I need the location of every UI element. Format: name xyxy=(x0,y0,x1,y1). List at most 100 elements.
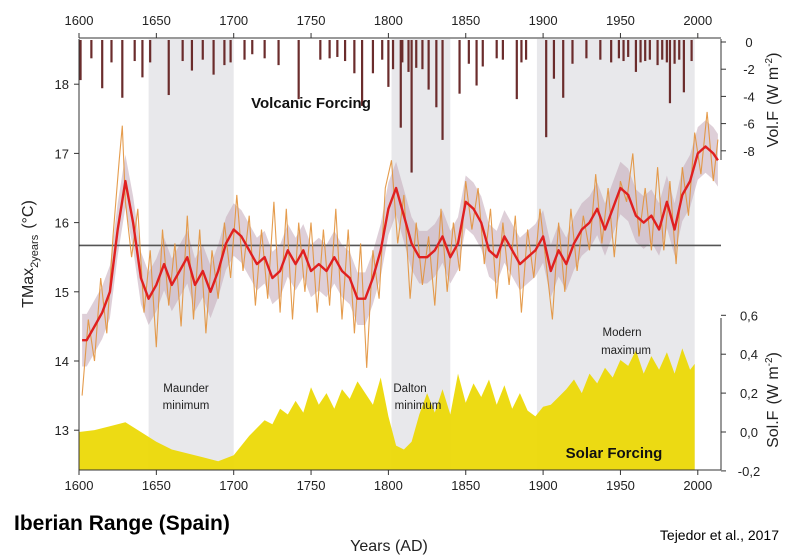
x-tick-label-top-1600: 1600 xyxy=(65,13,94,28)
volcanic-bar-39 xyxy=(458,40,461,94)
x-tick-label-top-1800: 1800 xyxy=(374,13,403,28)
uncertainty-band-area xyxy=(82,120,718,367)
volcanic-bar-62 xyxy=(656,40,659,66)
y-tick-label-14: 14 xyxy=(55,354,69,369)
volcanic-bar-3 xyxy=(110,40,113,63)
volcanic-bar-63 xyxy=(661,40,664,60)
volcanic-bar-46 xyxy=(520,40,523,63)
citation: Tejedor et al., 2017 xyxy=(659,527,779,543)
volcanic-bar-41 xyxy=(475,40,478,86)
volcanic-bar-68 xyxy=(682,40,685,93)
volcanic-bar-32 xyxy=(407,40,410,72)
volcanic-tick-label-2: -4 xyxy=(743,89,755,104)
volcanic-bar-51 xyxy=(571,40,574,64)
volcanic-bar-5 xyxy=(133,40,136,62)
y-tick-label-15: 15 xyxy=(55,285,69,300)
solar-tick-label-4: -0,2 xyxy=(738,464,760,479)
x-tick-label-top-1650: 1650 xyxy=(142,13,171,28)
y-tick-label-16: 16 xyxy=(55,216,69,231)
temperature-series xyxy=(79,111,721,396)
volcanic-bar-10 xyxy=(190,40,194,71)
volcanic-bar-21 xyxy=(328,40,331,59)
y-axis-title-subscript: 2years xyxy=(29,234,41,268)
y-axis-title-main: TMax xyxy=(20,268,37,308)
x-tick-label-bottom-1850: 1850 xyxy=(451,478,480,493)
x-tick-label-top-2000: 2000 xyxy=(683,13,712,28)
volcanic-bar-30 xyxy=(399,40,402,128)
volcanic-axis-unit: (W m xyxy=(765,67,782,105)
volcanic-bar-16 xyxy=(251,40,254,55)
volcanic-bar-24 xyxy=(353,40,356,74)
solar-axis-unit: (W m xyxy=(765,366,782,404)
solar-axis-unit-end: ) xyxy=(765,352,782,357)
volcanic-bar-26 xyxy=(371,40,375,74)
volcanic-tick-label-1: -2 xyxy=(743,62,755,77)
volcanic-bar-15 xyxy=(243,40,246,60)
y-axis-title: TMax2years (°C) xyxy=(20,200,41,308)
x-tick-label-top-1750: 1750 xyxy=(297,13,326,28)
volcanic-bar-33 xyxy=(410,40,413,173)
volcanic-bar-0 xyxy=(79,40,82,81)
volcanic-bar-11 xyxy=(201,40,204,60)
volcanic-bar-13 xyxy=(223,40,226,66)
volcanic-bar-6 xyxy=(141,40,144,78)
modern-label-line2: maximum xyxy=(601,345,651,357)
volcanic-bar-58 xyxy=(634,40,638,72)
volcanic-bar-31 xyxy=(401,40,404,63)
volcanic-bar-43 xyxy=(495,40,498,59)
volcanic-bar-35 xyxy=(421,40,424,70)
solar-forcing-annotation: Solar Forcing xyxy=(566,445,663,462)
solar-axis-unit-sup: -2 xyxy=(764,357,775,366)
volcanic-bar-27 xyxy=(381,40,384,60)
volcanic-bar-60 xyxy=(644,40,647,62)
volcanic-bar-67 xyxy=(678,40,681,60)
volcanic-axis-unit-end: ) xyxy=(765,53,782,58)
volcanic-axis-label: Vol.F xyxy=(765,111,782,148)
volcanic-bar-45 xyxy=(515,40,518,100)
volcanic-bar-59 xyxy=(639,40,642,63)
series-annual-line xyxy=(81,111,719,396)
region-label: Iberian Range (Spain) xyxy=(14,512,230,535)
solar-forcing-area xyxy=(79,348,695,470)
volcanic-bar-17 xyxy=(263,40,266,59)
solar-axis-title: Sol.F (W m-2) xyxy=(764,352,782,448)
volcanic-bar-4 xyxy=(121,40,124,98)
solar-tick-label-3: 0,0 xyxy=(740,425,758,440)
volcanic-bar-34 xyxy=(415,40,418,68)
y-tick-label-18: 18 xyxy=(55,77,69,92)
volcanic-bar-42 xyxy=(481,40,484,67)
x-tick-label-bottom-1950: 1950 xyxy=(606,478,635,493)
volcanic-bar-50 xyxy=(562,40,565,98)
volcanic-bar-1 xyxy=(90,40,93,59)
volcanic-bar-44 xyxy=(501,40,504,60)
axes: 1600160016501650170017001750175018001800… xyxy=(55,13,761,493)
maunder-label-line1: Maunder xyxy=(163,383,209,395)
volcanic-bar-66 xyxy=(673,40,676,64)
volcanic-bar-36 xyxy=(427,40,430,90)
x-tick-label-top-1700: 1700 xyxy=(219,13,248,28)
x-tick-label-bottom-1750: 1750 xyxy=(297,478,326,493)
volcanic-bar-57 xyxy=(627,40,630,57)
x-tick-label-bottom-1800: 1800 xyxy=(374,478,403,493)
volcanic-axis-title: Vol.F (W m-2) xyxy=(764,53,782,148)
volcanic-bar-18 xyxy=(277,40,280,66)
solar-tick-label-2: 0,2 xyxy=(740,386,758,401)
y-axis-title-unit: (°C) xyxy=(20,200,37,229)
volcanic-bar-54 xyxy=(610,40,613,63)
x-tick-label-bottom-1600: 1600 xyxy=(65,478,94,493)
volcanic-tick-label-0: 0 xyxy=(745,35,752,50)
x-tick-label-bottom-2000: 2000 xyxy=(683,478,712,493)
x-tick-label-bottom-1650: 1650 xyxy=(142,478,171,493)
volcanic-bar-19 xyxy=(297,40,300,100)
y-tick-label-13: 13 xyxy=(55,423,69,438)
volcanic-bar-53 xyxy=(599,40,602,60)
volcanic-bar-14 xyxy=(229,40,232,63)
volcanic-bar-28 xyxy=(387,40,390,87)
x-axis-title: Years (AD) xyxy=(350,538,428,555)
uncertainty-band xyxy=(82,120,718,367)
volcanic-bar-38 xyxy=(441,40,444,140)
y-tick-label-17: 17 xyxy=(55,146,69,161)
volcanic-bar-65 xyxy=(668,40,672,104)
dalton-label-line2: minimum xyxy=(395,400,442,412)
